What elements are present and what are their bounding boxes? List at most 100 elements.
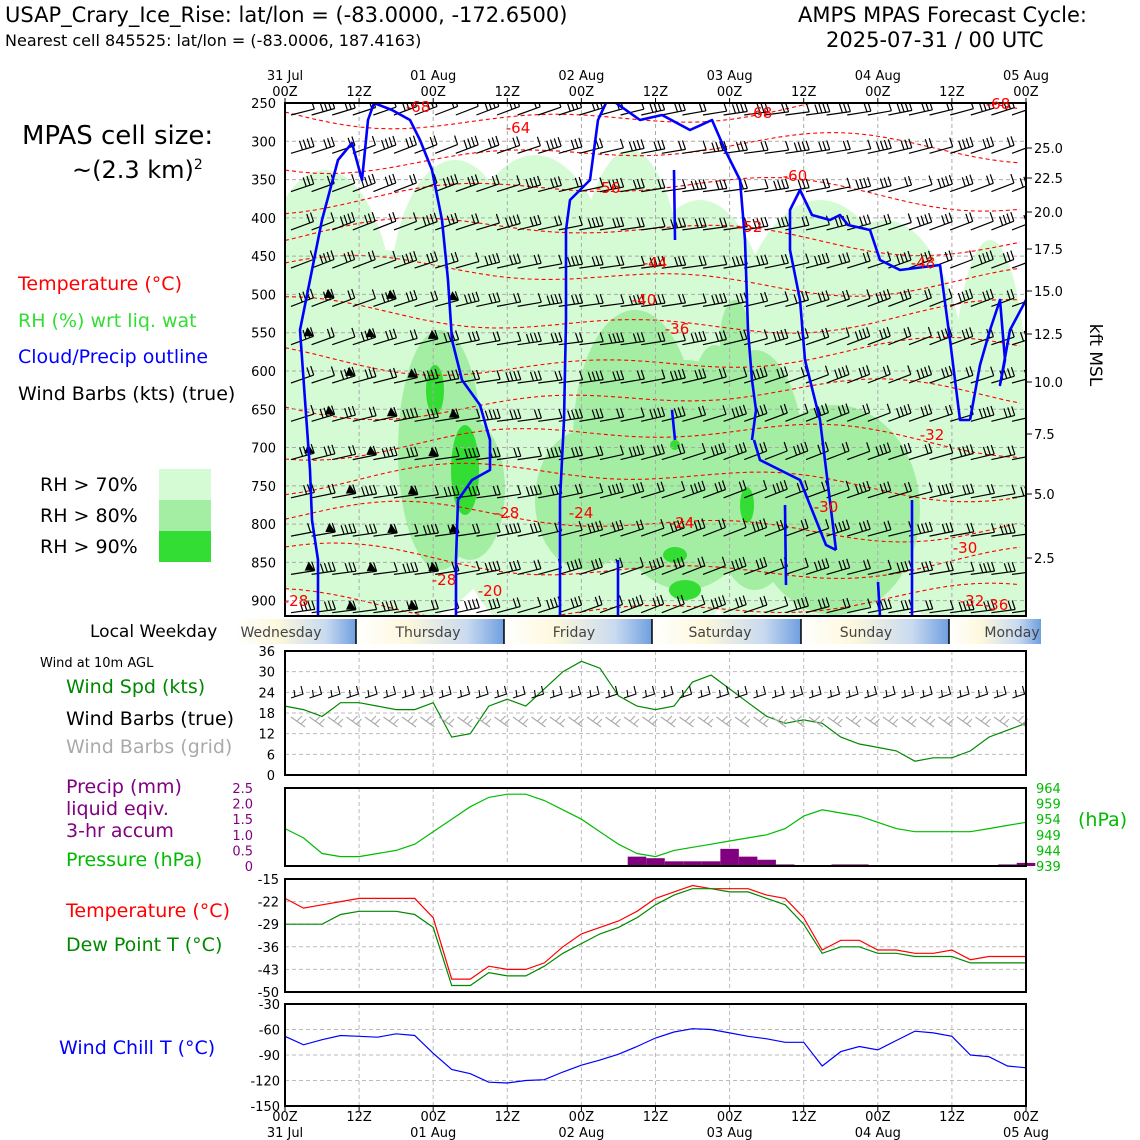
- surface-barb-true-9: [457, 685, 471, 699]
- upper-wind-barb-32-11: [950, 522, 975, 537]
- isotherm-label-6: -52: [738, 218, 763, 236]
- pressure-tick-4: 450: [251, 250, 276, 265]
- upper-wind-barb-33-10: [970, 484, 995, 499]
- wind-pennant-3-9: [366, 445, 377, 455]
- upper-wind-barb-25-0: [805, 103, 831, 116]
- surface-barb-true-8: [438, 685, 452, 699]
- isotherm-label-17: -24: [670, 514, 695, 532]
- surface-barb-true-38: [993, 685, 1007, 699]
- upper-wind-barb-32-9: [950, 444, 974, 461]
- upper-wind-barb-8-11: [455, 523, 481, 537]
- upper-wind-barb-31-8: [929, 404, 953, 422]
- upper-wind-barb-31-9: [929, 443, 954, 461]
- upper-wind-barb-3-10: [352, 484, 378, 499]
- surface-barb-grid-5: [383, 715, 399, 728]
- upper-wind-barb-5-7: [393, 368, 418, 384]
- upper-wind-barb-28-3: [867, 213, 892, 231]
- upper-wind-barb-11-3: [517, 214, 542, 231]
- top-tick-0: 00Z: [272, 85, 298, 100]
- upper-wind-barb-33-9: [970, 444, 995, 461]
- wind-pennant-0-6: [303, 327, 314, 337]
- upper-wind-barb-26-11: [826, 519, 850, 537]
- pressure-ytick-4: 944: [1036, 844, 1061, 859]
- upper-wind-barb-8-4: [455, 252, 480, 269]
- surface-barb-true-29: [827, 685, 841, 699]
- upper-wind-barb-3-5: [352, 289, 376, 307]
- isotherm-label-0: -68: [406, 98, 431, 116]
- upper-wind-barb-29-13: [888, 599, 913, 614]
- surface-barb-true-6: [401, 685, 415, 699]
- upper-wind-barb-34-3: [991, 212, 1015, 231]
- weekday-name-1: Thursday: [394, 625, 460, 641]
- upper-wind-barb-35-11: [1011, 524, 1026, 537]
- upper-wind-barb-20-5: [702, 292, 728, 307]
- upper-wind-barb-25-5: [805, 290, 830, 307]
- upper-wind-barb-20-3: [702, 217, 728, 231]
- upper-wind-barb-25-8: [805, 403, 829, 422]
- upper-wind-barb-16-11: [620, 519, 644, 537]
- precip-label-2: liquid eqiv.: [66, 798, 169, 820]
- kft-tick-0: 25.0: [1034, 142, 1063, 157]
- upper-wind-barb-26-1: [826, 140, 851, 154]
- upper-wind-barb-4-6: [373, 328, 397, 346]
- rh-shade-23: [426, 365, 444, 415]
- upper-wind-barb-25-13: [805, 597, 830, 614]
- upper-wind-barb-35-10: [1011, 486, 1026, 499]
- upper-wind-barb-13-4: [558, 255, 584, 269]
- pressure-ytick-1: 959: [1036, 798, 1061, 813]
- dewpoint-line: [285, 888, 1026, 987]
- upper-wind-barb-15-3: [599, 216, 625, 231]
- upper-wind-barb-5-13: [393, 599, 419, 614]
- chill-ytick-3: -120: [250, 1075, 280, 1090]
- upper-wind-barb-1-9: [311, 444, 336, 461]
- kft-tick-6: 10.0: [1034, 376, 1063, 391]
- upper-wind-barb-11-4: [517, 254, 542, 269]
- upper-wind-barb-15-11: [599, 519, 624, 537]
- isotherm-label-9: -40: [632, 291, 657, 309]
- upper-wind-barb-4-9: [373, 446, 398, 461]
- precip-ytick-1: 2.0: [232, 798, 253, 813]
- upper-wind-barb-35-3: [1011, 214, 1026, 231]
- bottom-tick-3: 12Z: [495, 1110, 521, 1125]
- wind-pennant-5-13: [407, 600, 418, 609]
- upper-wind-barb-27-2: [847, 177, 872, 193]
- isotherm-label-18: -20: [478, 582, 503, 600]
- upper-wind-barb-32-13: [950, 600, 975, 614]
- upper-wind-barb-3-7: [352, 367, 377, 384]
- upper-wind-barb-28-9: [867, 442, 891, 461]
- bottom-date-5: 05 Aug: [1003, 1126, 1049, 1140]
- upper-wind-barb-32-2: [950, 174, 974, 193]
- upper-wind-barb-10-8: [496, 409, 522, 422]
- upper-wind-barb-10-12: [496, 560, 521, 575]
- isotherm-label-7: -48: [911, 254, 936, 272]
- upper-wind-barb-21-5: [723, 292, 748, 307]
- upper-wind-barb-10-7: [496, 370, 522, 384]
- wind-ytick-4: 12: [258, 728, 275, 743]
- upper-wind-barb-8-13: [455, 598, 480, 614]
- kft-tick-4: 15.0: [1034, 285, 1063, 300]
- precip-bar-6: [738, 856, 758, 866]
- upper-wind-barb-20-10: [702, 480, 727, 499]
- surface-barb-true-34: [919, 685, 933, 699]
- weekday-label: Local Weekday: [90, 622, 218, 642]
- upper-wind-barb-7-0: [434, 103, 459, 116]
- top-tick-7: 12Z: [791, 85, 817, 100]
- upper-wind-barb-6-7: [414, 368, 439, 384]
- upper-wind-barb-23-8: [764, 403, 788, 422]
- upper-wind-barb-12-4: [538, 254, 563, 269]
- upper-wind-barb-4-4: [373, 250, 397, 269]
- surface-barb-grid-9: [457, 715, 473, 728]
- upper-wind-barb-26-5: [826, 289, 850, 307]
- surface-barb-grid-26: [771, 715, 788, 728]
- legend-cloud: Cloud/Precip outline: [18, 346, 209, 368]
- upper-wind-barb-8-12: [455, 561, 480, 575]
- upper-wind-barb-13-13: [558, 595, 583, 614]
- isotherm-label-4: -60: [783, 167, 808, 185]
- upper-wind-barb-12-8: [538, 408, 563, 422]
- upper-wind-barb-12-3: [538, 215, 563, 231]
- upper-wind-barb-33-11: [970, 523, 996, 537]
- upper-wind-barb-30-5: [908, 288, 932, 307]
- isotherm-label-2: -68: [748, 104, 773, 122]
- rh-shade-27: [740, 487, 754, 523]
